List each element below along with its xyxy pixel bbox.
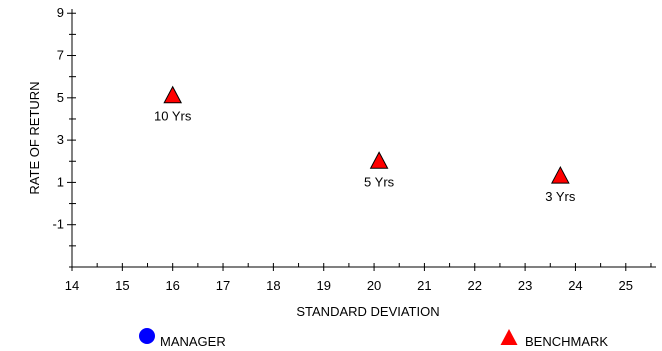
plot-axes <box>67 9 656 271</box>
x-tick-label: 16 <box>165 278 179 293</box>
x-tick-label: 24 <box>568 278 582 293</box>
y-tick-label: 5 <box>57 90 64 105</box>
legend-manager-icon <box>139 328 155 344</box>
point-label: 3 Yrs <box>545 189 576 204</box>
y-axis-title: RATE OF RETURN <box>27 81 42 194</box>
y-tick-label: 9 <box>57 5 64 20</box>
x-tick-label: 17 <box>216 278 230 293</box>
benchmark-point <box>551 165 570 184</box>
x-tick-label: 25 <box>619 278 633 293</box>
y-tick-labels: -1 1 3 5 7 9 <box>52 5 64 231</box>
benchmark-point <box>369 151 389 169</box>
x-axis-title: STANDARD DEVIATION <box>296 304 439 319</box>
x-tick-label: 22 <box>468 278 482 293</box>
legend: MANAGER BENCHMARK <box>139 328 608 349</box>
x-tick-label: 21 <box>417 278 431 293</box>
legend-benchmark-icon <box>500 329 518 345</box>
y-tick-label: -1 <box>52 217 64 232</box>
point-label: 5 Yrs <box>364 174 395 189</box>
y-tick-label: 7 <box>57 48 64 63</box>
point-label: 10 Yrs <box>154 109 192 124</box>
x-tick-label: 18 <box>266 278 280 293</box>
legend-benchmark-label: BENCHMARK <box>525 334 608 349</box>
benchmark-point <box>163 85 183 104</box>
x-tick-label: 19 <box>316 278 330 293</box>
x-tick-label: 23 <box>518 278 532 293</box>
x-tick-labels: 14 15 16 17 18 19 20 21 22 23 24 25 <box>65 278 633 293</box>
x-tick-label: 20 <box>367 278 381 293</box>
y-tick-label: 1 <box>57 174 64 189</box>
x-tick-label: 14 <box>65 278 79 293</box>
data-points: 10 Yrs 5 Yrs 3 Yrs <box>154 85 576 204</box>
legend-manager-label: MANAGER <box>160 334 226 349</box>
x-tick-label: 15 <box>115 278 129 293</box>
y-tick-label: 3 <box>57 132 64 147</box>
